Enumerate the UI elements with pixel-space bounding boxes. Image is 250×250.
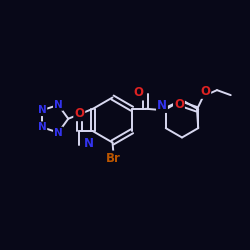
Text: N: N xyxy=(157,99,167,112)
Text: N: N xyxy=(54,100,62,110)
Text: O: O xyxy=(200,85,210,98)
Text: N: N xyxy=(84,137,94,150)
Text: N: N xyxy=(38,105,46,115)
Text: N: N xyxy=(54,128,62,138)
Text: O: O xyxy=(74,107,84,120)
Text: N: N xyxy=(38,122,46,132)
Text: O: O xyxy=(174,98,184,111)
Text: O: O xyxy=(134,86,144,100)
Text: Br: Br xyxy=(106,152,121,164)
